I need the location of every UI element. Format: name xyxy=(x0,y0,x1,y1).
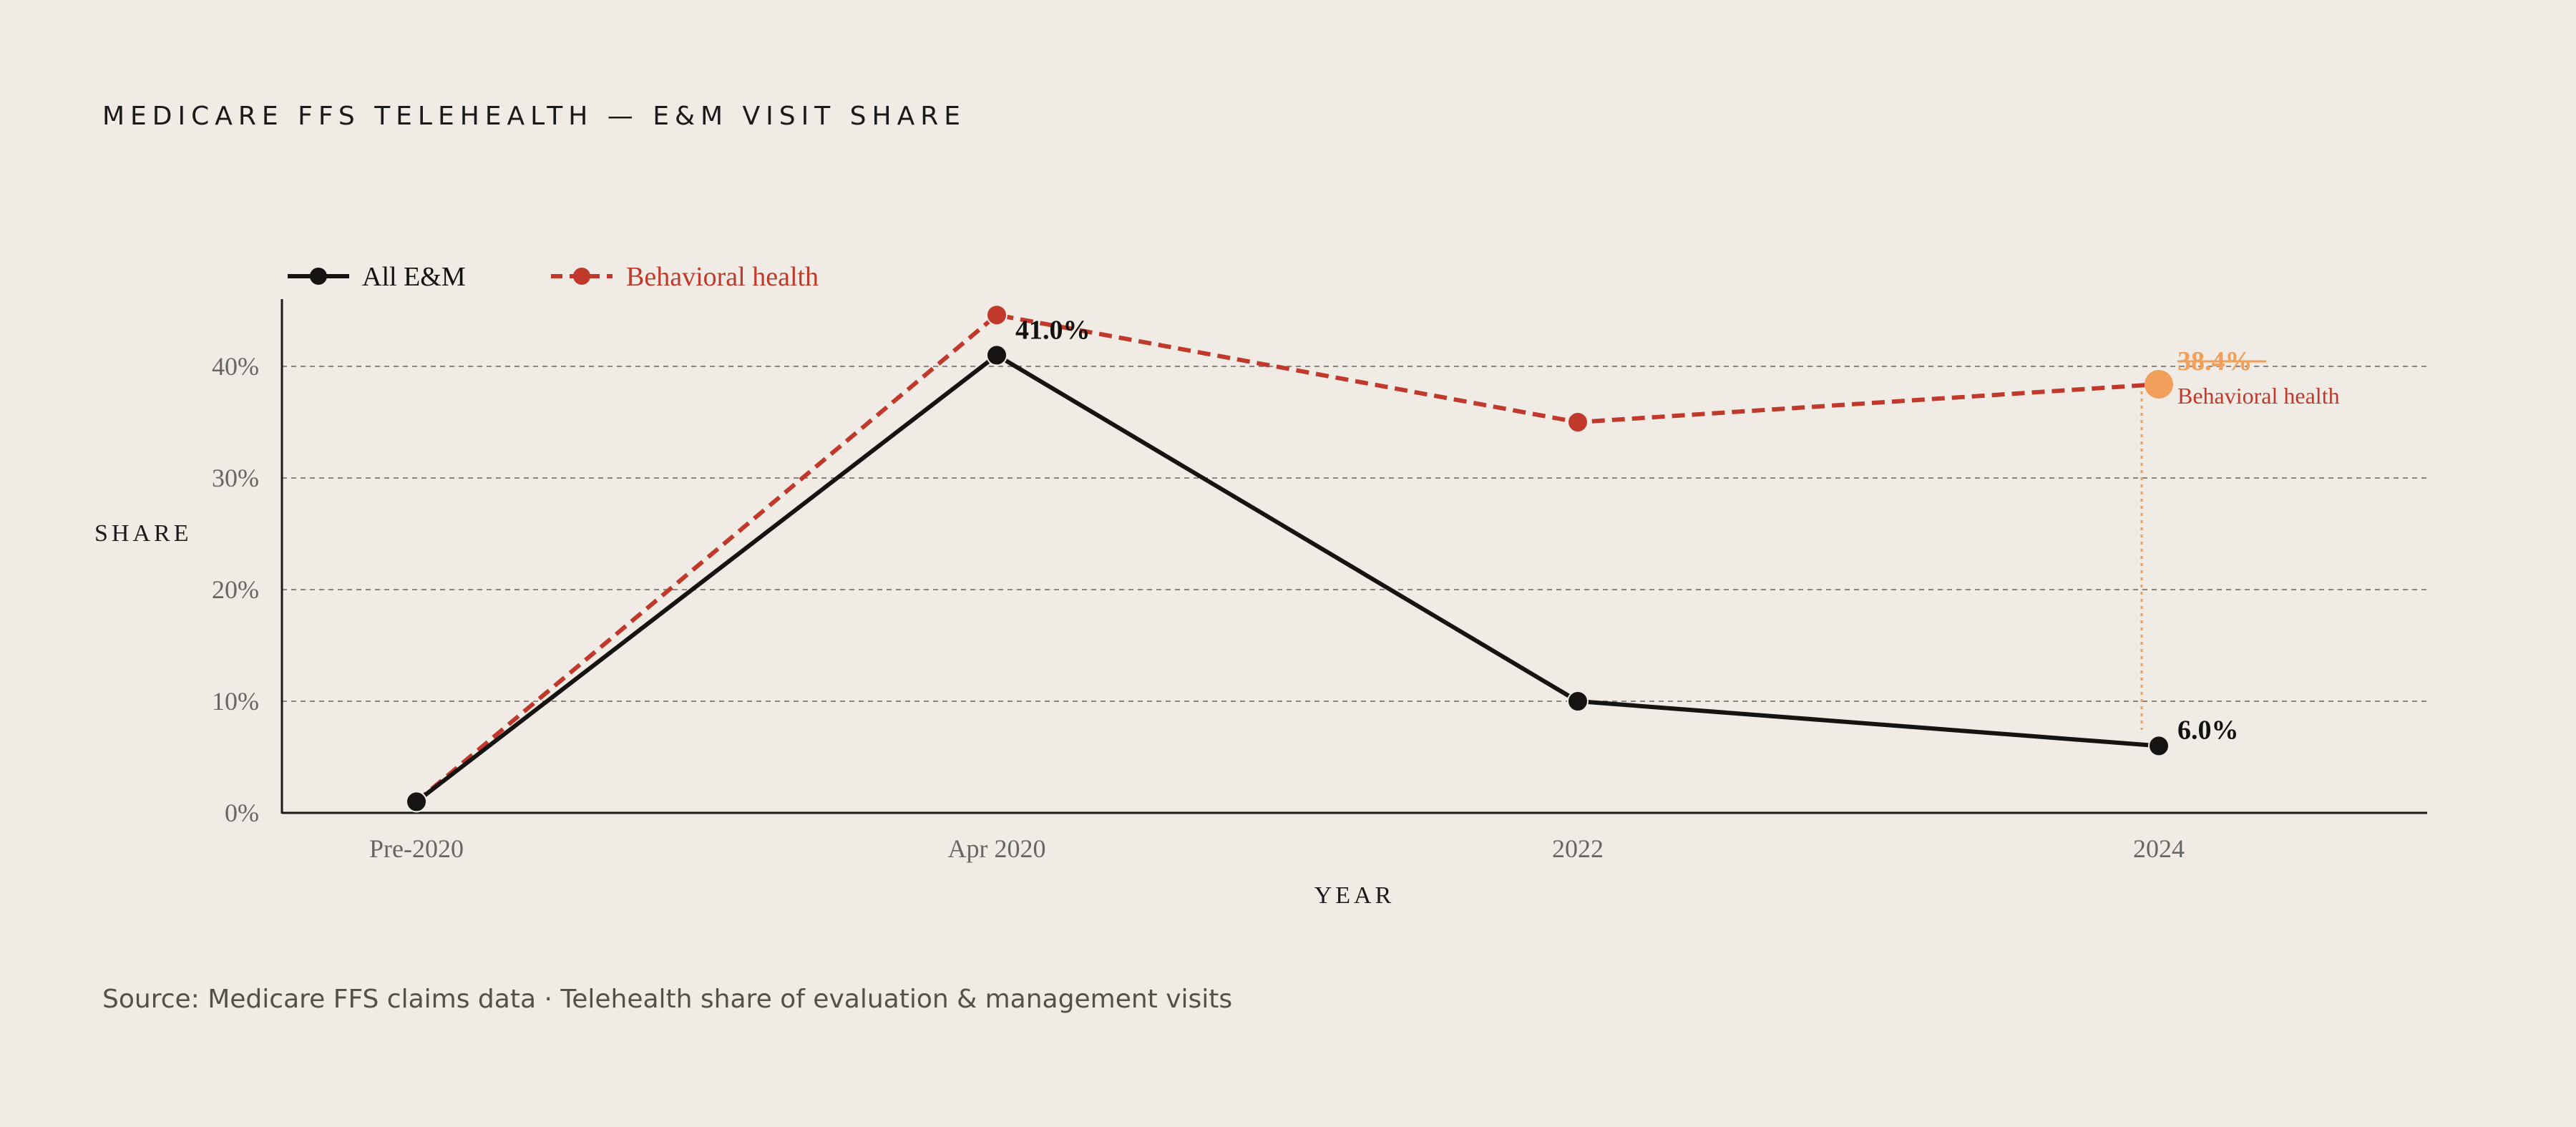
data-point-behavioral-health xyxy=(1567,411,1589,433)
y-tick-label: 20% xyxy=(212,575,259,604)
data-point-all-em xyxy=(986,344,1008,366)
y-tick-label: 30% xyxy=(212,464,259,492)
x-tick-labels: Pre-2020 Apr 2020 2022 2024 xyxy=(369,834,2185,863)
axes xyxy=(280,299,2427,814)
grid-lines xyxy=(282,366,2427,702)
y-tick-labels: 0% 10% 20% 30% 40% xyxy=(212,352,259,827)
y-tick-label: 10% xyxy=(212,687,259,716)
x-tick-label: 2024 xyxy=(2133,834,2185,863)
series-line-all-em xyxy=(415,353,2160,804)
y-tick-label: 0% xyxy=(225,799,259,827)
series-line-behavioral-health xyxy=(415,313,2160,804)
data-point-behavioral-health xyxy=(986,304,1008,326)
y-tick-label: 40% xyxy=(212,352,259,381)
annotations: 41.0%6.0%38.4%Behavioral health xyxy=(1015,315,2340,745)
series xyxy=(406,304,2173,813)
data-label: 6.0% xyxy=(2177,715,2239,745)
legend: All E&M Behavioral health xyxy=(288,262,819,292)
y-axis-title: SHARE xyxy=(94,520,192,547)
x-tick-label: 2022 xyxy=(1552,834,1604,863)
legend-marker-all-em xyxy=(310,268,327,285)
data-point-all-em xyxy=(1567,691,1589,712)
data-point-all-em xyxy=(2148,735,2170,757)
legend-marker-behavioral-health xyxy=(573,268,590,285)
chart-title: MEDICARE FFS TELEHEALTH — E&M VISIT SHAR… xyxy=(102,102,966,131)
legend-label-behavioral-health: Behavioral health xyxy=(626,262,819,292)
x-axis-title: YEAR xyxy=(1314,882,1395,909)
legend-label-all-em: All E&M xyxy=(362,262,466,292)
x-tick-label: Apr 2020 xyxy=(948,834,1046,863)
data-point-behavioral-health xyxy=(2145,369,2173,399)
data-point-all-em xyxy=(406,791,427,813)
source-note: Source: Medicare FFS claims data · Teleh… xyxy=(102,985,1233,1014)
data-sublabel: Behavioral health xyxy=(2177,383,2340,409)
x-tick-label: Pre-2020 xyxy=(369,834,464,863)
data-label: 41.0% xyxy=(1015,315,1091,345)
